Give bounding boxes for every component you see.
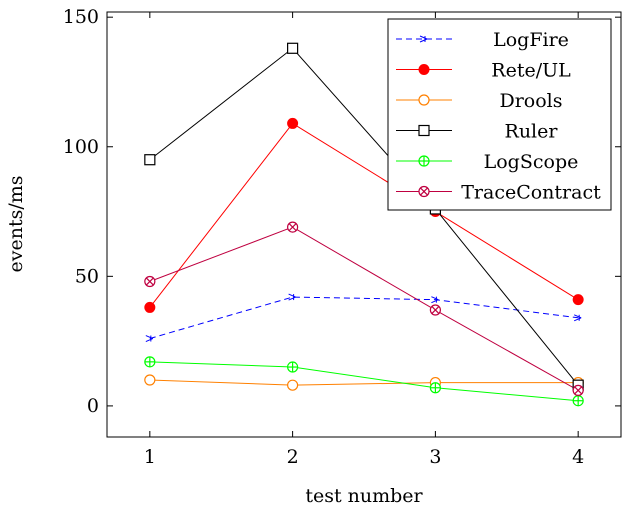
marker-arrow-a xyxy=(288,293,296,298)
marker-dot xyxy=(287,117,299,129)
x-tick-label: 3 xyxy=(429,446,441,468)
marker-ring xyxy=(144,374,156,386)
marker-circle-times xyxy=(429,304,441,316)
y-tick-label: 100 xyxy=(63,136,99,158)
series-line xyxy=(149,361,579,402)
marker-circle-plus xyxy=(572,395,584,407)
marker-filled-circle xyxy=(418,64,430,75)
marker-arrow-b xyxy=(145,338,154,342)
marker-cross-b xyxy=(574,386,583,395)
marker-cross-b xyxy=(431,306,440,314)
y-tick-label: 0 xyxy=(87,395,99,417)
marker-circle-times xyxy=(144,275,156,288)
plot-frame xyxy=(106,11,622,438)
marker-dot xyxy=(572,294,584,306)
legend-label: Rete/UL xyxy=(491,60,571,82)
marker-open-square xyxy=(418,124,430,137)
marker-arrow-a xyxy=(431,296,439,301)
marker-square xyxy=(287,42,299,54)
marker-circle-times xyxy=(287,221,299,233)
series-line xyxy=(149,296,579,340)
marker-circle-plus xyxy=(429,382,441,394)
marker-x-arrow xyxy=(145,335,154,342)
marker-open-circle xyxy=(287,379,299,391)
y-axis-label: events/ms xyxy=(5,175,27,272)
marker-cross-b xyxy=(145,277,154,286)
marker-circle-times xyxy=(572,384,584,396)
marker-cross-b xyxy=(288,223,297,232)
marker-dot xyxy=(144,301,156,313)
tick-group: 1 2 3 4 0 50 100 150 xyxy=(63,6,621,468)
x-axis-label: test number xyxy=(305,485,423,507)
marker-x-arrow xyxy=(288,293,296,301)
legend-label: Ruler xyxy=(505,121,559,143)
legend-label: LogFire xyxy=(493,29,569,51)
marker-open-square xyxy=(287,42,299,54)
series-markers xyxy=(144,42,584,407)
x-tick-label: 4 xyxy=(572,446,584,468)
marker-arrow-a xyxy=(419,35,428,40)
marker-cross-b xyxy=(420,187,428,196)
marker-open-circle xyxy=(144,374,156,386)
marker-filled-circle xyxy=(572,294,584,306)
series-lines xyxy=(149,47,579,402)
marker-filled-circle xyxy=(287,117,299,129)
x-tick-label: 1 xyxy=(144,446,156,468)
marker-square xyxy=(144,154,156,166)
marker-square xyxy=(418,124,430,137)
y-tick-label: 50 xyxy=(75,265,99,287)
legend-box xyxy=(387,18,612,211)
marker-open-circle xyxy=(418,94,430,106)
series-line xyxy=(149,379,579,386)
marker-arrow-b xyxy=(573,317,582,322)
series-line xyxy=(149,47,579,386)
marker-open-square xyxy=(144,154,156,166)
marker-x-arrow xyxy=(431,296,439,304)
marker-arrow-a xyxy=(573,314,582,319)
marker-circle-plus xyxy=(144,356,156,368)
marker-filled-circle xyxy=(144,301,156,313)
marker-circle-times xyxy=(418,185,430,198)
marker-circle-plus xyxy=(287,361,299,373)
legend-label: LogScope xyxy=(484,151,579,173)
series-line xyxy=(149,226,579,391)
legend: LogFire Rete/UL Drools Ruler LogScope TraceCo… xyxy=(387,18,612,211)
marker-arrow-b xyxy=(419,38,428,43)
marker-circle-plus xyxy=(418,155,430,167)
marker-ring xyxy=(287,379,299,391)
marker-arrow-b xyxy=(288,296,296,301)
marker-x-arrow xyxy=(573,314,582,322)
legend-label: TraceContract xyxy=(461,182,601,204)
marker-arrow-b xyxy=(431,299,439,304)
marker-ring xyxy=(418,94,430,106)
marker-x-arrow xyxy=(419,35,428,43)
marker-arrow-a xyxy=(145,335,154,339)
legend-label: Drools xyxy=(499,90,562,112)
x-tick-label: 2 xyxy=(287,446,299,468)
series-line xyxy=(149,122,579,308)
marker-dot xyxy=(418,64,430,75)
y-tick-label: 150 xyxy=(63,6,99,28)
